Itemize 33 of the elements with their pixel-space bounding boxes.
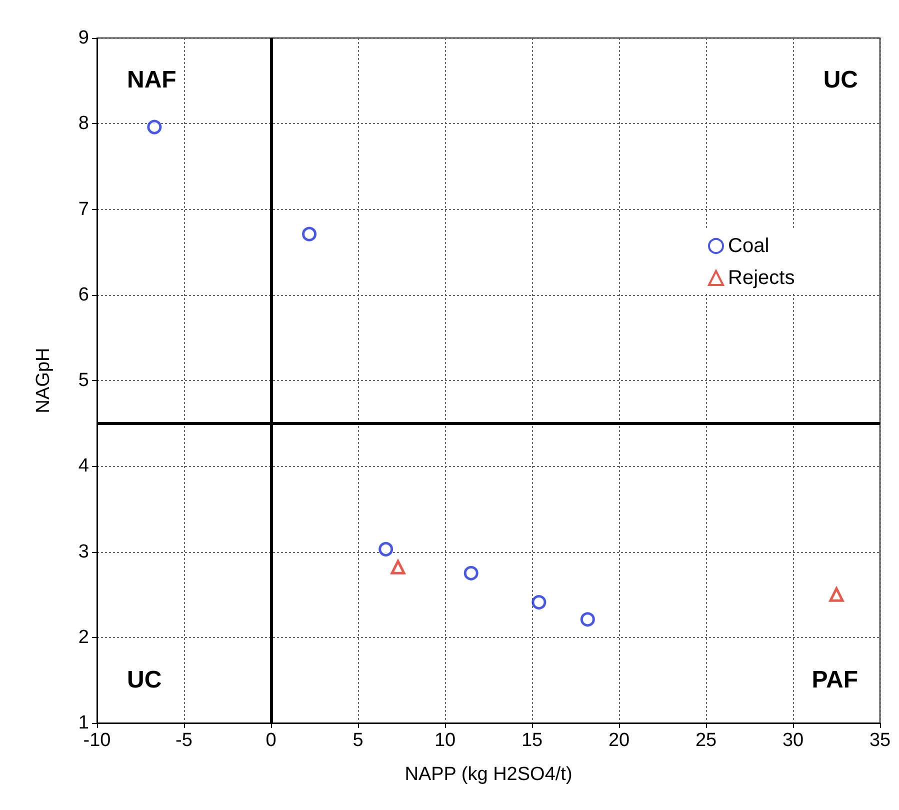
y-tick-label: 7 [78, 198, 89, 220]
x-tick-label: -5 [176, 730, 192, 751]
y-axis-title: NAGpH [33, 348, 54, 414]
annotation: NAF [127, 66, 176, 94]
annotation: PAF [812, 666, 858, 694]
y-tick-label: 2 [78, 626, 89, 648]
y-tick-label: 4 [78, 456, 90, 477]
y-tick-label: 5 [78, 370, 89, 391]
x-axis-title: NAPP (kg H2SO4/t) [404, 764, 572, 785]
annotation: UC [823, 66, 858, 94]
x-tick-label: 25 [695, 730, 717, 751]
x-tick-label: 30 [782, 730, 804, 751]
x-tick-label: 35 [869, 730, 891, 751]
x-tick-label: 15 [521, 730, 543, 751]
point [464, 566, 478, 580]
legend-label: Coal [728, 235, 770, 257]
point [532, 595, 546, 610]
point [829, 587, 844, 602]
x-tick-label: 5 [352, 730, 364, 751]
x-tick-label: 0 [266, 730, 276, 751]
y-tick-label: 6 [78, 284, 89, 306]
point [147, 120, 162, 134]
y-tick-label: 9 [78, 28, 89, 48]
point [580, 612, 595, 627]
y-tick-label: 8 [78, 113, 89, 134]
x-tick-label: 10 [434, 730, 456, 751]
legend-label: Rejects [728, 267, 795, 289]
point [390, 560, 406, 574]
y-tick-label: 3 [78, 541, 89, 562]
x-tick-label: 20 [608, 730, 630, 751]
annotation: UC [127, 666, 162, 694]
point [302, 226, 317, 242]
point [378, 542, 394, 556]
